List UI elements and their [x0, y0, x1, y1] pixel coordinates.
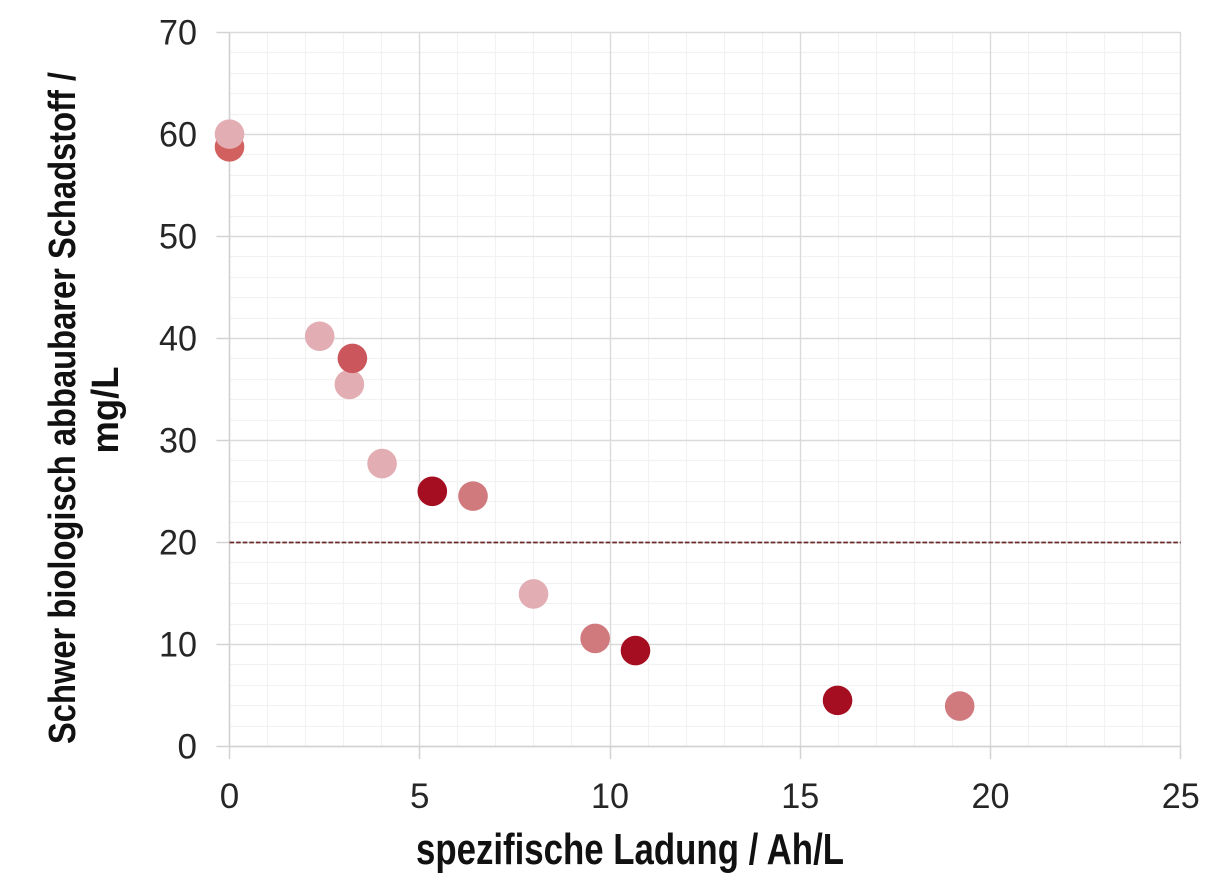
svg-text:10: 10 — [159, 626, 197, 665]
svg-text:5: 5 — [410, 777, 429, 816]
svg-text:spezifische Ladung / Ah/L: spezifische Ladung / Ah/L — [416, 825, 844, 874]
svg-text:60: 60 — [159, 116, 197, 155]
svg-text:40: 40 — [159, 320, 197, 359]
svg-text:0: 0 — [178, 728, 197, 767]
svg-text:25: 25 — [1162, 777, 1200, 816]
svg-text:10: 10 — [591, 777, 629, 816]
svg-text:0: 0 — [220, 777, 239, 816]
svg-text:50: 50 — [159, 218, 197, 257]
svg-text:mg/L: mg/L — [85, 367, 127, 454]
svg-text:70: 70 — [159, 14, 197, 53]
svg-text:20: 20 — [159, 524, 197, 563]
svg-text:30: 30 — [159, 422, 197, 461]
svg-text:15: 15 — [781, 777, 819, 816]
svg-text:Schwer biologisch abbaubarer S: Schwer biologisch abbaubarer Schadstoff … — [42, 72, 84, 744]
svg-text:20: 20 — [972, 777, 1010, 816]
